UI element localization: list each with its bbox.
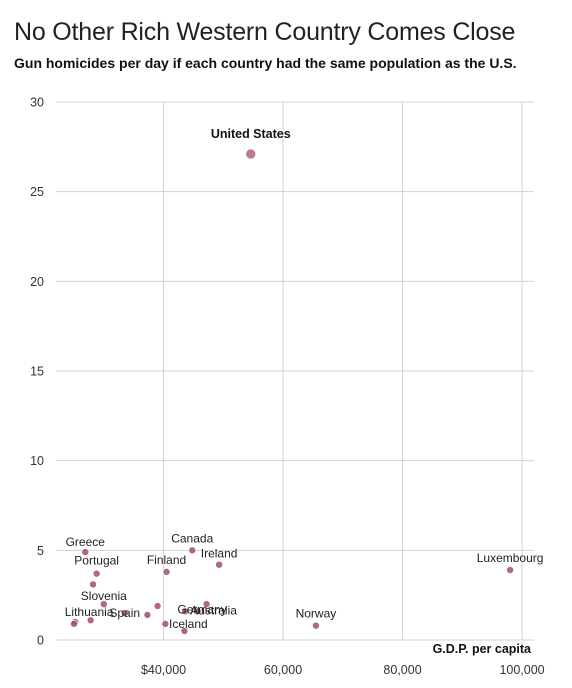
point-label-germany: Germany (177, 602, 226, 616)
data-point-unlabeled (180, 627, 189, 635)
data-point-spain (120, 609, 129, 617)
point-label-ireland: Ireland (201, 547, 238, 561)
data-point-portugal (92, 569, 101, 578)
data-point-unlabeled (153, 602, 162, 610)
x-tick-label: 60,000 (264, 663, 302, 677)
y-tick-label: 20 (30, 275, 44, 289)
chart-title: No Other Rich Western Country Comes Clos… (14, 18, 516, 46)
grid-lines (56, 101, 534, 641)
x-tick-label: 80,000 (383, 663, 421, 677)
point-labels: United States Luxembourg Norway Canada Irela… (65, 127, 544, 631)
data-point-greece (81, 548, 90, 556)
y-tick-label: 25 (30, 185, 44, 199)
data-point-luxembourg (506, 566, 514, 574)
point-label-portugal: Portugal (74, 554, 119, 568)
y-axis-ticks: 0 5 10 15 20 25 30 (30, 96, 44, 648)
data-point-norway (312, 621, 320, 630)
y-tick-label: 10 (30, 454, 44, 468)
data-point-united-states (245, 148, 257, 160)
point-label-luxembourg: Luxembourg (477, 551, 544, 565)
data-point-finland (162, 568, 171, 576)
y-tick-label: 5 (37, 544, 44, 558)
point-label-greece: Greece (66, 535, 106, 549)
x-axis-ticks: $40,000 60,000 80,000 100,000 (141, 663, 545, 677)
y-tick-label: 15 (30, 365, 44, 379)
y-tick-label: 30 (30, 96, 44, 110)
data-point-ireland (215, 560, 223, 569)
point-label-slovenia: Slovenia (81, 589, 127, 603)
x-tick-label: 100,000 (499, 663, 544, 677)
point-label-australia: Australia (190, 603, 237, 617)
data-point-germany (181, 607, 189, 616)
chart-subtitle: Gun homicides per day if each country ha… (14, 55, 517, 71)
data-point-canada (188, 546, 197, 555)
point-label-iceland: Iceland (169, 617, 208, 631)
point-label-norway: Norway (296, 607, 337, 621)
point-label-canada: Canada (171, 531, 213, 545)
data-point-unlabeled (86, 616, 95, 625)
data-point-unlabeled (70, 620, 78, 628)
data-point-iceland (161, 620, 170, 628)
y-tick-label: 0 (37, 634, 44, 648)
data-point-australia (193, 607, 202, 616)
point-label-united-states: United States (211, 127, 291, 141)
data-point-unlabeled (89, 580, 97, 589)
data-point-slovenia (100, 600, 108, 608)
data-points (70, 148, 514, 635)
point-label-finland: Finland (147, 553, 186, 567)
data-point-unlabeled (202, 600, 211, 608)
data-point-unlabeled (143, 611, 152, 619)
x-tick-label: $40,000 (141, 663, 186, 677)
point-label-lithuania: Lithuania (65, 605, 114, 619)
x-axis-label: G.D.P. per capita (433, 642, 532, 656)
point-label-spain: Spain (109, 606, 140, 620)
